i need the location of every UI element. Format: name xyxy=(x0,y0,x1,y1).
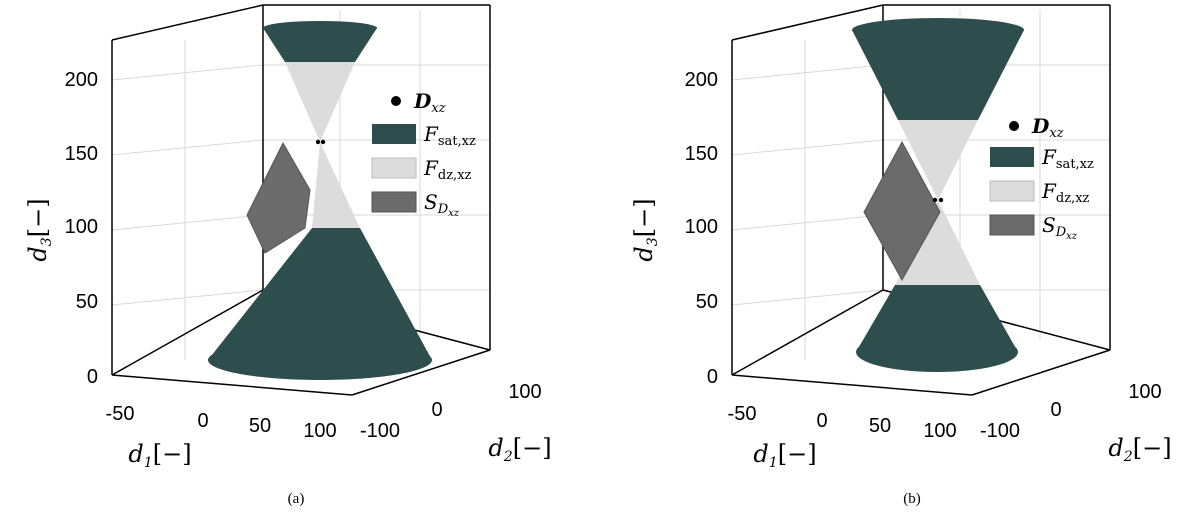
d1-tick: 50 xyxy=(249,415,271,437)
d3-tick: 100 xyxy=(65,216,98,238)
d3-tick: 150 xyxy=(685,143,718,165)
panel-a-point xyxy=(315,139,326,145)
legend-sat-swatch xyxy=(372,124,416,144)
d3-tick: 150 xyxy=(65,143,98,165)
legend-point-label: Dxz xyxy=(1031,114,1064,141)
legend-dz-label: Fdz,xz xyxy=(423,156,472,183)
d2-tick: 100 xyxy=(1128,381,1161,403)
panel-a-d1-ticks: -50 0 50 100 xyxy=(106,403,337,442)
d3-tick: 0 xyxy=(707,366,718,388)
d3-tick: 50 xyxy=(76,291,98,313)
panel-b-sat-lower xyxy=(856,285,1018,372)
legend-s-swatch xyxy=(989,214,1035,236)
panel-b-point xyxy=(932,197,944,203)
d2-axis-label: d2[−] xyxy=(1108,434,1171,465)
panel-b-d2-ticks: -100 0 100 xyxy=(980,381,1162,442)
d1-tick: 50 xyxy=(869,415,891,437)
d2-tick: -100 xyxy=(360,420,400,442)
panel-a-dz xyxy=(285,62,360,228)
d3-axis-label: d3[−] xyxy=(630,198,661,261)
d1-axis-label: d1[−] xyxy=(128,440,191,471)
panel-a-legend: Dxz Fsat,xz Fdz,xz SDxz xyxy=(371,89,476,219)
d1-tick: -50 xyxy=(728,403,757,425)
d3-tick: 100 xyxy=(685,216,718,238)
legend-sat-swatch xyxy=(990,147,1034,167)
d3-tick: 0 xyxy=(87,366,98,388)
panel-b-legend: Dxz Fsat,xz Fdz,xz SDxz xyxy=(989,114,1094,242)
d1-tick: -50 xyxy=(106,403,135,425)
panel-a-sat-lower xyxy=(208,228,432,380)
legend-sat-label: Fsat,xz xyxy=(1041,145,1094,172)
legend-s-label: SDxz xyxy=(424,190,460,219)
legend-dz-swatch xyxy=(371,157,417,179)
legend-dz-label: Fdz,xz xyxy=(1041,179,1090,206)
d1-axis-label: d1[−] xyxy=(753,440,816,471)
panel-b: 0 50 100 150 200 -50 0 50 100 -100 0 100… xyxy=(630,4,1172,507)
panel-b-caption: (b) xyxy=(903,491,921,507)
d3-tick: 50 xyxy=(696,291,718,313)
panel-b-sat-upper xyxy=(852,18,1024,120)
d2-tick: 100 xyxy=(508,381,541,403)
legend-sat-label: Fsat,xz xyxy=(423,122,476,149)
panel-b-s-region xyxy=(863,140,941,282)
d3-tick: 200 xyxy=(685,69,718,91)
legend-s-swatch xyxy=(371,191,417,213)
panel-a-s-region xyxy=(246,141,311,254)
d1-tick: 100 xyxy=(923,420,956,442)
legend-point-label: Dxz xyxy=(413,89,446,116)
panel-b-dz xyxy=(895,120,980,285)
d2-axis-label: d2[−] xyxy=(488,434,551,465)
d1-tick: 100 xyxy=(303,420,336,442)
d2-tick: -100 xyxy=(980,420,1020,442)
d3-axis-label: d3[−] xyxy=(24,198,55,261)
d2-tick: 0 xyxy=(431,399,442,421)
panel-a-d2-ticks: -100 0 100 xyxy=(360,381,542,442)
panel-b-d1-ticks: -50 0 50 100 xyxy=(728,403,957,442)
legend-s-label: SDxz xyxy=(1042,213,1078,242)
d1-tick: 0 xyxy=(816,410,827,432)
panel-a-caption: (a) xyxy=(288,491,305,507)
panel-a: 0 50 100 150 200 -50 0 50 100 -100 0 100… xyxy=(24,4,552,507)
d3-tick: 200 xyxy=(65,69,98,91)
d2-tick: 0 xyxy=(1050,399,1061,421)
panel-b-d3-ticks: 0 50 100 150 200 xyxy=(685,69,718,388)
panel-a-sat-upper xyxy=(263,21,377,62)
d1-tick: 0 xyxy=(197,410,208,432)
legend-dz-swatch xyxy=(989,180,1035,202)
panel-a-d3-ticks: 0 50 100 150 200 xyxy=(65,69,98,388)
